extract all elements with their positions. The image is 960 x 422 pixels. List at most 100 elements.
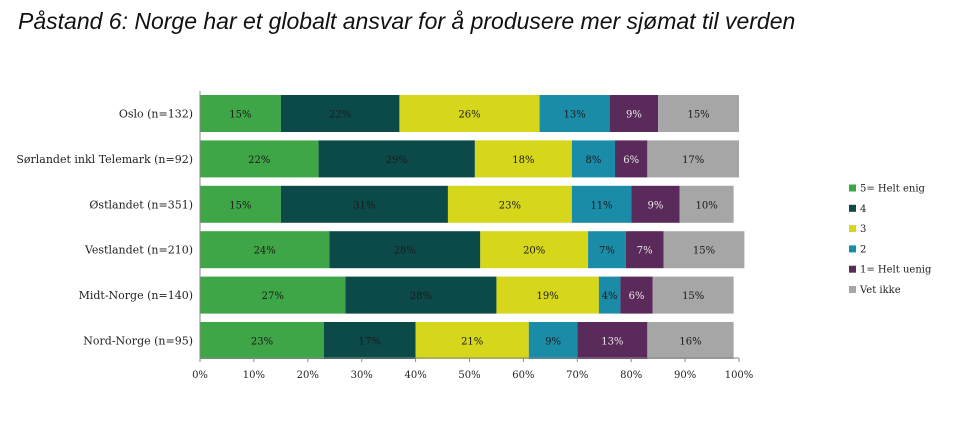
data-label: 23% xyxy=(499,200,521,211)
bar-segment xyxy=(663,231,745,269)
data-label: 15% xyxy=(229,110,251,121)
chart-title: Påstand 6: Norge har et globalt ansvar f… xyxy=(18,8,796,34)
data-label: 17% xyxy=(359,337,381,348)
bar-segment xyxy=(200,322,324,359)
data-label: 22% xyxy=(248,155,270,166)
data-label: 11% xyxy=(590,200,612,211)
x-tick-label: 10% xyxy=(243,370,265,381)
legend-label: Vet ikke xyxy=(859,285,901,296)
bar-segment xyxy=(399,95,540,132)
legend: 5= Helt enig 4 3 2 1= Helt uenig Vet ikke xyxy=(849,184,932,296)
bar-segment xyxy=(647,140,739,178)
data-label: 22% xyxy=(329,110,351,121)
bar-segment xyxy=(474,140,572,178)
bar-segment xyxy=(679,185,734,223)
bars-layer: 15% 22% 26% 13% 9% 15% 22% 29% 18% 8% 6% 17% 15% 31% 2… xyxy=(200,95,745,359)
category-label: Sørlandet inkl Telemark (n=92) xyxy=(16,153,193,166)
bar-segment xyxy=(318,140,475,178)
x-tick-label: 0% xyxy=(192,370,208,381)
bar-segment xyxy=(415,322,529,359)
data-label: 26% xyxy=(458,110,480,121)
category-label: Østlandet (n=351) xyxy=(89,198,193,211)
data-label: 13% xyxy=(601,337,623,348)
bar-segment xyxy=(539,95,610,132)
bar-segment xyxy=(280,95,400,132)
data-label: 28% xyxy=(410,291,432,302)
data-label: 21% xyxy=(461,337,483,348)
data-label: 9% xyxy=(648,200,664,211)
data-label: 15% xyxy=(229,200,251,211)
legend-swatch xyxy=(849,286,856,293)
bar-segment xyxy=(329,231,481,269)
category-label: Nord-Norge (n=95) xyxy=(83,335,193,348)
legend-label: 1= Helt uenig xyxy=(860,265,932,276)
data-label: 7% xyxy=(637,246,653,257)
legend-label: 5= Helt enig xyxy=(860,184,926,195)
bar-segment xyxy=(496,276,599,314)
legend-label: 2 xyxy=(860,244,866,255)
bar-segment xyxy=(588,231,626,269)
data-label: 10% xyxy=(696,200,718,211)
data-label: 7% xyxy=(599,246,615,257)
bar-segment xyxy=(631,185,680,223)
legend-swatch xyxy=(849,204,856,212)
legend-label: 3 xyxy=(860,224,866,235)
x-tick-label: 40% xyxy=(404,370,426,381)
bar-segment xyxy=(345,276,497,314)
x-axis: 0% 10% 20% 30% 40% 50% 60% 70% 80% 90% 100% xyxy=(192,91,753,381)
bar-segment xyxy=(652,276,734,314)
bar-segment xyxy=(200,185,281,223)
data-label: 9% xyxy=(626,110,642,121)
legend-swatch xyxy=(849,184,856,192)
bar-segment xyxy=(658,95,739,132)
data-label: 8% xyxy=(586,155,602,166)
category-label: Vestlandet (n=210) xyxy=(84,244,193,257)
data-label: 19% xyxy=(537,291,559,302)
bar-segment xyxy=(528,322,578,359)
legend-swatch xyxy=(849,225,856,233)
data-label: 23% xyxy=(251,337,273,348)
bar-segment xyxy=(609,95,659,132)
data-label: 27% xyxy=(262,291,284,302)
bar-segment xyxy=(615,140,648,178)
data-label: 15% xyxy=(682,291,704,302)
data-label: 6% xyxy=(629,291,645,302)
x-tick-label: 100% xyxy=(725,370,754,381)
data-label: 17% xyxy=(682,155,704,166)
bar-segment xyxy=(480,231,589,269)
bar-segment xyxy=(577,322,648,359)
data-label: 20% xyxy=(523,246,545,257)
bar-segment xyxy=(280,185,448,223)
x-tick-label: 80% xyxy=(620,370,642,381)
data-label: 15% xyxy=(693,246,715,257)
data-label: 16% xyxy=(679,337,701,348)
data-label: 29% xyxy=(386,155,408,166)
data-label: 31% xyxy=(353,200,375,211)
bar-segment xyxy=(571,185,632,223)
bar-segment xyxy=(200,276,346,314)
x-tick-label: 50% xyxy=(458,370,480,381)
bar-segment xyxy=(598,276,621,314)
data-label: 28% xyxy=(394,246,416,257)
data-label: 18% xyxy=(512,155,534,166)
legend-swatch xyxy=(849,245,856,253)
data-label: 9% xyxy=(545,337,561,348)
data-label: 13% xyxy=(563,110,585,121)
x-tick-label: 90% xyxy=(674,370,696,381)
data-label: 6% xyxy=(623,155,639,166)
category-label: Oslo (n=132) xyxy=(119,108,193,121)
data-label: 24% xyxy=(254,246,276,257)
bar-segment xyxy=(625,231,664,269)
legend-swatch xyxy=(849,265,856,273)
x-tick-label: 30% xyxy=(351,370,373,381)
bar-segment xyxy=(200,140,319,178)
data-label: 15% xyxy=(687,110,709,121)
bar-segment xyxy=(323,322,416,359)
legend-label: 4 xyxy=(860,204,866,215)
bar-segment xyxy=(571,140,616,178)
x-tick-label: 60% xyxy=(512,370,534,381)
data-label: 4% xyxy=(602,291,618,302)
x-tick-label: 20% xyxy=(297,370,319,381)
bar-segment xyxy=(447,185,572,223)
